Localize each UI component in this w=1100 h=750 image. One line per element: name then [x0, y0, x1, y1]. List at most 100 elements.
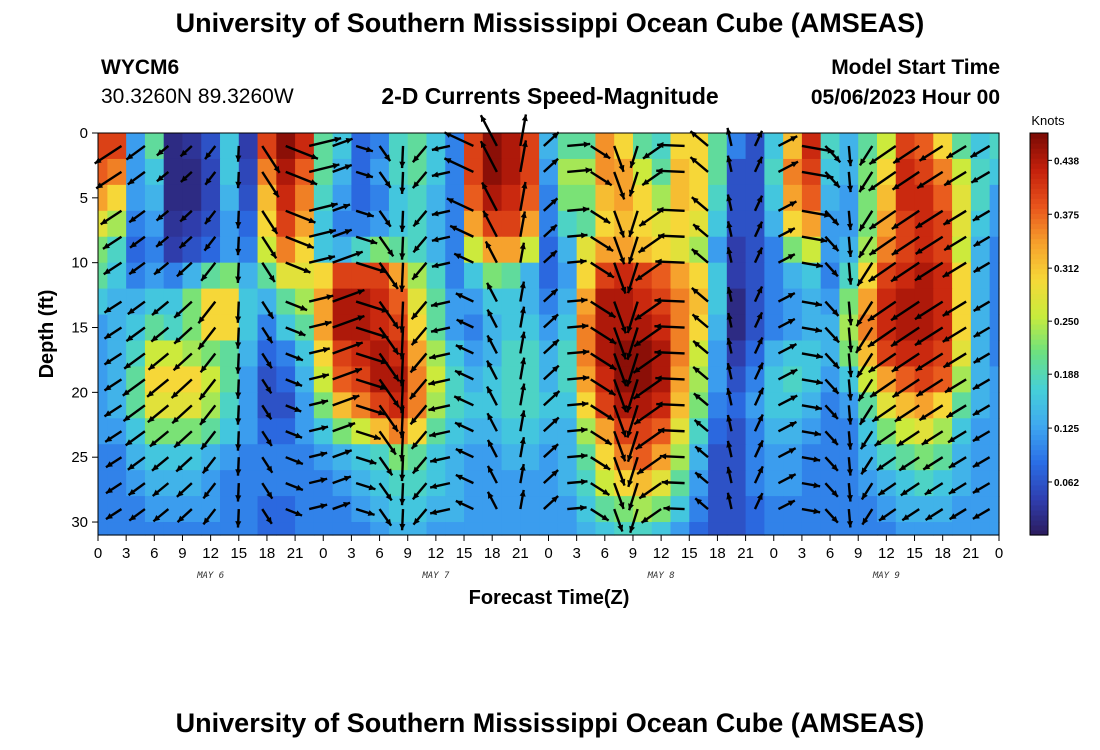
heatmap-cell — [876, 340, 897, 368]
x-axis: 0 3 6 9 12 15 18 21 0 3 6 9 12 15 18 21 0 3 6 9 12 15 18 21 0 3 6 9… — [94, 535, 1003, 581]
heatmap-cell — [820, 444, 841, 471]
vector-arrowhead — [971, 176, 979, 183]
colorbar-tick-label: 0.062 — [1054, 478, 1079, 489]
vector-arrowhead — [892, 183, 900, 190]
vector-arrowhead — [389, 447, 396, 455]
vector-arrowhead — [757, 362, 763, 370]
vector-arrowhead — [943, 218, 951, 225]
heatmap-cell — [238, 340, 259, 368]
colorbar-segment — [1030, 283, 1048, 290]
heatmap-cell — [520, 133, 540, 160]
vector-arrowhead — [102, 242, 110, 249]
heatmap-cell — [126, 470, 146, 497]
heatmap-cell — [914, 133, 934, 160]
vector-arrowhead — [235, 444, 242, 451]
vector-arrowhead — [550, 250, 557, 258]
vector-arrowhead — [916, 390, 924, 397]
vector-arrowhead — [921, 438, 929, 445]
vector-arrowhead — [914, 313, 922, 320]
colorbar-segment — [1030, 479, 1048, 486]
heatmap-cell — [182, 470, 202, 497]
heatmap-cell — [651, 288, 672, 316]
heatmap-cell — [576, 236, 597, 264]
heatmap-cell — [295, 522, 315, 536]
day-label: MAY 7 — [421, 571, 450, 581]
heatmap-cell — [764, 314, 784, 342]
heatmap-cell — [107, 158, 127, 186]
heatmap-cell — [220, 236, 240, 264]
vector-arrowhead — [270, 251, 277, 259]
heatmap-cell — [238, 470, 259, 497]
vector-arrowhead — [412, 155, 420, 163]
vector-arrowhead — [454, 253, 462, 260]
heatmap-cell — [482, 392, 503, 419]
heatmap-cell — [351, 470, 371, 497]
vector-arrowhead — [846, 469, 853, 476]
heatmap-cell — [745, 392, 765, 419]
heatmap-cell — [820, 366, 841, 393]
heatmap-cell — [820, 236, 841, 264]
x-tick-label: 3 — [122, 545, 130, 562]
heatmap-cell — [501, 340, 521, 368]
vector-arrowhead — [790, 136, 798, 142]
vector-arrowhead — [104, 384, 112, 391]
heatmap-cell — [783, 392, 803, 419]
vector-arrowhead — [970, 151, 978, 158]
vector-arrowhead — [180, 175, 188, 182]
heatmap-cell — [914, 314, 934, 342]
heatmap-cell — [632, 418, 653, 445]
x-tick-label: 0 — [94, 545, 102, 562]
heatmap-cell — [858, 210, 878, 238]
heatmap-cell — [764, 392, 784, 419]
heatmap-cell — [144, 340, 165, 368]
day-label: MAY 9 — [872, 571, 900, 581]
heatmap-cell — [370, 522, 390, 536]
heatmap-cell — [614, 288, 634, 316]
heatmap-cell — [933, 418, 953, 445]
vector-arrowhead — [787, 293, 795, 299]
vector-arrowhead — [914, 339, 922, 346]
colorbar-segment — [1030, 143, 1048, 149]
vector-arrowhead — [787, 318, 795, 325]
heatmap-cell — [933, 236, 953, 264]
vector-arrowhead — [455, 500, 463, 507]
vector-arrowhead — [831, 438, 838, 445]
vector-arrowhead — [846, 520, 853, 528]
vector-arrowhead — [104, 306, 112, 313]
heatmap-cell — [163, 496, 184, 523]
heatmap-cell — [708, 340, 728, 368]
heatmap-cell — [332, 262, 353, 290]
vector-arrowhead — [639, 492, 647, 499]
vector-arrowhead — [398, 285, 406, 292]
vector-arrowhead — [847, 278, 854, 285]
heatmap-cell — [464, 418, 484, 445]
vector-arrowhead — [915, 364, 923, 371]
vector-arrowhead — [604, 438, 612, 445]
vector-arrowhead — [813, 456, 821, 463]
x-tick-label: 12 — [653, 545, 670, 562]
vector-arrowhead — [198, 342, 205, 350]
heatmap-cell — [163, 522, 184, 536]
heatmap-cell — [632, 288, 653, 316]
heatmap-cell — [801, 158, 822, 186]
vector-arrowhead — [691, 287, 699, 295]
vector-arrowhead — [973, 305, 981, 311]
vector-arrowhead — [790, 395, 798, 402]
colorbar-segment — [1030, 168, 1048, 174]
vector-arrowhead — [431, 210, 439, 217]
vector-arrowhead — [550, 289, 558, 296]
heatmap-cell — [126, 314, 146, 342]
vector-arrowhead — [105, 461, 113, 468]
vector-arrowhead — [891, 275, 898, 282]
vector-arrowhead — [485, 241, 492, 249]
vector-arrowhead — [923, 463, 931, 470]
vector-arrowhead — [643, 152, 650, 159]
vector-arrowhead — [455, 293, 463, 299]
heatmap-cell — [539, 133, 559, 160]
heatmap-cell — [107, 133, 127, 160]
heatmap-cell — [163, 288, 184, 316]
colorbar-segment — [1030, 384, 1048, 390]
vector-arrowhead — [943, 361, 951, 368]
vector-arrowhead — [619, 192, 625, 200]
heatmap-cell — [933, 340, 953, 368]
